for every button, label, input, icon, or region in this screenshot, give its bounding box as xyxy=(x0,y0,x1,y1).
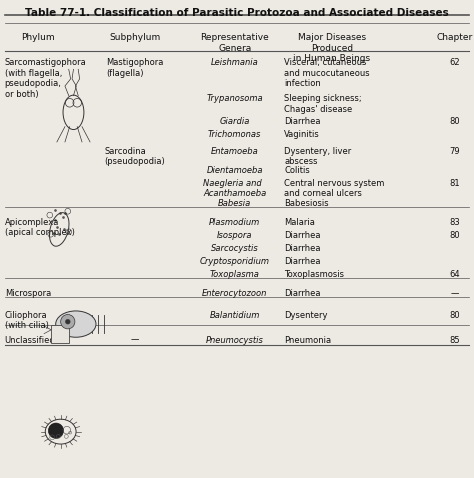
Text: Phylum: Phylum xyxy=(21,33,55,43)
Text: Plasmodium: Plasmodium xyxy=(209,218,260,227)
Text: Malaria: Malaria xyxy=(284,218,315,227)
Text: 80: 80 xyxy=(450,231,460,240)
Text: Representative
Genera: Representative Genera xyxy=(200,33,269,53)
Text: Microspora: Microspora xyxy=(5,289,51,298)
Text: Giardia: Giardia xyxy=(219,117,250,126)
Text: Dientamoeba: Dientamoeba xyxy=(206,166,263,175)
Text: 79: 79 xyxy=(450,147,460,156)
Text: Isospora: Isospora xyxy=(217,231,252,240)
Text: Toxoplasma: Toxoplasma xyxy=(210,270,260,279)
Text: 81: 81 xyxy=(450,179,460,188)
Text: 80: 80 xyxy=(450,311,460,320)
Text: Diarrhea: Diarrhea xyxy=(284,244,321,253)
Text: 64: 64 xyxy=(450,270,460,279)
Text: Pneumocystis: Pneumocystis xyxy=(206,336,264,345)
Text: 85: 85 xyxy=(450,336,460,345)
Text: Dysentery: Dysentery xyxy=(284,311,328,320)
Text: Diarrhea: Diarrhea xyxy=(284,117,321,126)
Text: Entamoeba: Entamoeba xyxy=(211,147,258,156)
Text: Trypanosoma: Trypanosoma xyxy=(206,94,263,103)
Text: Central nervous system
and corneal ulcers: Central nervous system and corneal ulcer… xyxy=(284,179,385,198)
Text: Visceral, cutaneous
and mucocutaneous
infection: Visceral, cutaneous and mucocutaneous in… xyxy=(284,58,370,88)
Text: Diarrhea: Diarrhea xyxy=(284,289,321,298)
Circle shape xyxy=(48,423,64,438)
Text: Babesiosis: Babesiosis xyxy=(284,199,329,208)
Text: Diarrhea: Diarrhea xyxy=(284,257,321,266)
Text: Colitis: Colitis xyxy=(284,166,310,175)
Text: Table 77-1. Classification of Parasitic Protozoa and Associated Diseases: Table 77-1. Classification of Parasitic … xyxy=(25,8,449,18)
Ellipse shape xyxy=(56,311,96,337)
Text: 62: 62 xyxy=(450,58,460,67)
Text: Trichomonas: Trichomonas xyxy=(208,130,261,139)
Text: Diarrhea: Diarrhea xyxy=(284,231,321,240)
Text: Dysentery, liver
abscess: Dysentery, liver abscess xyxy=(284,147,352,166)
Text: Enterocytozoon: Enterocytozoon xyxy=(202,289,267,298)
Text: Ciliophora
(with cilia): Ciliophora (with cilia) xyxy=(5,311,49,330)
Text: Mastigophora
(flagella): Mastigophora (flagella) xyxy=(106,58,164,78)
Text: —: — xyxy=(131,336,139,345)
Text: Balantidium: Balantidium xyxy=(210,311,260,320)
Circle shape xyxy=(65,319,70,324)
Text: Apicomplexa
(apical complex): Apicomplexa (apical complex) xyxy=(5,218,74,238)
Text: Sarcodina
(pseudopodia): Sarcodina (pseudopodia) xyxy=(105,147,165,166)
Text: Babesia: Babesia xyxy=(218,199,251,208)
Text: —: — xyxy=(451,289,459,298)
Text: Major Diseases
Produced
in Human Beings: Major Diseases Produced in Human Beings xyxy=(293,33,370,63)
Text: Sarcomastigophora
(with flagella,
pseudopodia,
or both): Sarcomastigophora (with flagella, pseudo… xyxy=(5,58,86,98)
Bar xyxy=(51,325,69,343)
Text: Toxoplasmosis: Toxoplasmosis xyxy=(284,270,345,279)
Text: 80: 80 xyxy=(450,117,460,126)
Text: Sleeping sickness;
Chagas' disease: Sleeping sickness; Chagas' disease xyxy=(284,94,362,114)
Text: Pneumonia: Pneumonia xyxy=(284,336,331,345)
Text: Naegleria and
Acanthamoeba: Naegleria and Acanthamoeba xyxy=(203,179,266,198)
Text: Unclassified: Unclassified xyxy=(5,336,55,345)
Text: Chapter: Chapter xyxy=(437,33,473,43)
Text: Vaginitis: Vaginitis xyxy=(284,130,320,139)
Text: Subphylum: Subphylum xyxy=(109,33,161,43)
Circle shape xyxy=(61,315,75,329)
Text: Leishmania: Leishmania xyxy=(211,58,258,67)
Text: Cryptosporidium: Cryptosporidium xyxy=(200,257,270,266)
Text: Sarcocystis: Sarcocystis xyxy=(211,244,258,253)
Text: 83: 83 xyxy=(450,218,460,227)
